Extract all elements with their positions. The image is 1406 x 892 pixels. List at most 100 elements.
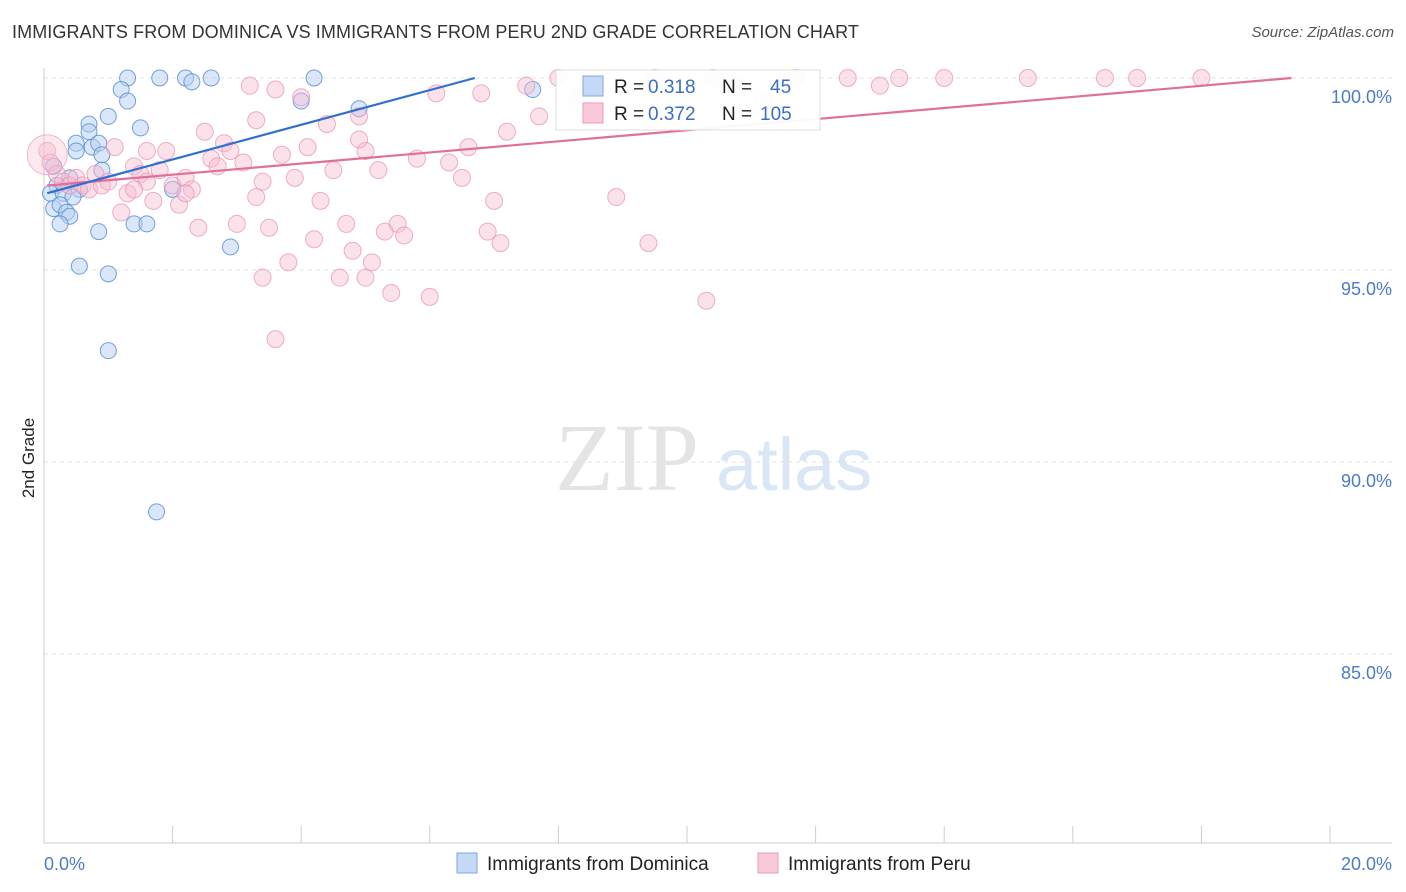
x-tick-label-right: 20.0% — [1341, 854, 1392, 874]
point-peru-86 — [697, 291, 716, 310]
legend-n-label-dominica: N = — [722, 77, 752, 98]
point-peru-65 — [517, 76, 536, 95]
stats-legend: R = 0.318 N = 45 R = 0.372 N = 105 — [555, 69, 821, 131]
point-peru-83 — [1095, 69, 1114, 87]
bottom-legend-swatch-dominica — [456, 852, 478, 874]
point-peru-50 — [362, 253, 381, 272]
point-peru-39 — [292, 88, 311, 107]
point-peru-92 — [176, 184, 195, 203]
point-peru-37 — [279, 253, 298, 272]
legend-r-label-peru: R = — [614, 104, 644, 125]
chart-title: IMMIGRANTS FROM DOMINICA VS IMMIGRANTS F… — [12, 22, 859, 42]
y-tick-label-3: 85.0% — [1341, 663, 1392, 683]
bottom-legend-peru: Immigrants from Peru — [788, 854, 971, 875]
point-peru-60 — [452, 168, 471, 187]
source-label: Source: ZipAtlas.com — [1251, 24, 1394, 41]
point-peru-84 — [1128, 69, 1147, 87]
point-dominica-41 — [148, 503, 166, 521]
legend-r-value-peru: 0.372 — [648, 104, 696, 125]
bottom-legend-swatch-peru — [757, 852, 779, 874]
y-tick-label-1: 95.0% — [1341, 279, 1392, 299]
series-dominica — [41, 69, 542, 521]
bottom-legend-dominica: Immigrants from Dominica — [487, 854, 709, 875]
point-peru-38 — [285, 168, 304, 187]
point-dominica-18 — [67, 142, 85, 160]
legend-swatch-peru — [582, 102, 604, 124]
point-peru-66 — [530, 107, 549, 126]
point-peru-cluster — [26, 134, 68, 176]
point-peru-12 — [112, 203, 131, 222]
point-peru-0 — [38, 141, 57, 160]
x-tick-label-left: 0.0% — [44, 854, 85, 874]
point-peru-49 — [356, 141, 375, 160]
point-peru-33 — [253, 172, 272, 191]
point-peru-57 — [420, 287, 439, 306]
point-dominica-13 — [131, 119, 149, 137]
point-dominica-1 — [151, 69, 169, 87]
trend-lines — [46, 76, 1292, 195]
trend-line-peru — [47, 76, 1292, 187]
point-dominica-28 — [64, 188, 82, 206]
point-peru-34 — [260, 218, 279, 237]
point-peru-87 — [491, 234, 510, 253]
point-peru-93 — [137, 141, 156, 160]
point-peru-80 — [890, 69, 909, 87]
point-peru-47 — [343, 241, 362, 260]
point-peru-97 — [221, 141, 240, 160]
point-peru-36 — [272, 145, 291, 164]
point-dominica-5 — [305, 69, 323, 87]
point-peru-53 — [382, 284, 401, 303]
legend-r-value-dominica: 0.318 — [648, 77, 696, 98]
point-peru-44 — [324, 161, 343, 180]
y-tick-label-2: 90.0% — [1341, 471, 1392, 491]
point-peru-61 — [459, 138, 478, 157]
point-peru-42 — [311, 191, 330, 210]
point-dominica-37 — [221, 238, 239, 256]
point-peru-31 — [240, 76, 259, 95]
watermark-zip: ZIP — [555, 404, 699, 511]
point-peru-25 — [195, 122, 214, 141]
point-dominica-39 — [99, 265, 117, 283]
point-peru-62 — [472, 84, 491, 103]
point-peru-1 — [41, 153, 60, 172]
legend-n-value-dominica: 45 — [770, 77, 791, 98]
point-peru-88 — [356, 268, 375, 287]
point-peru-21 — [170, 195, 189, 214]
point-peru-24 — [189, 218, 208, 237]
point-peru-48 — [350, 107, 369, 126]
point-peru-79 — [870, 76, 889, 95]
point-peru-95 — [125, 180, 144, 199]
y-axis-label: 2nd Grade — [19, 418, 38, 498]
y-tick-labels: 100.0% 95.0% 90.0% 85.0% — [1331, 87, 1392, 683]
point-peru-54 — [388, 214, 407, 233]
point-peru-70 — [607, 188, 626, 207]
point-peru-11 — [105, 138, 124, 157]
point-peru-51 — [369, 161, 388, 180]
point-peru-19 — [157, 141, 176, 160]
point-dominica-33 — [51, 215, 69, 233]
watermark-atlas: atlas — [716, 423, 872, 506]
point-peru-59 — [440, 153, 459, 172]
point-peru-63 — [485, 191, 504, 210]
point-peru-81 — [935, 69, 954, 87]
point-peru-91 — [478, 222, 497, 241]
point-dominica-40 — [99, 342, 117, 360]
point-dominica-36 — [138, 215, 156, 233]
series-peru — [26, 69, 1211, 349]
point-dominica-4 — [202, 69, 220, 87]
trend-line-dominica — [46, 76, 476, 195]
point-peru-64 — [497, 122, 516, 141]
x-tick-marks — [43, 826, 1331, 843]
point-dominica-38 — [70, 257, 88, 275]
point-peru-30 — [234, 153, 253, 172]
legend-r-label-dominica: R = — [614, 77, 644, 98]
bottom-legend: Immigrants from Dominica Immigrants from… — [456, 852, 971, 875]
point-peru-29 — [227, 214, 246, 233]
point-peru-40 — [298, 138, 317, 157]
point-peru-17 — [144, 191, 163, 210]
point-peru-85 — [1192, 69, 1211, 87]
legend-n-value-peru: 105 — [760, 104, 792, 125]
point-peru-41 — [305, 230, 324, 249]
point-peru-94 — [350, 130, 369, 149]
point-peru-71 — [639, 234, 658, 253]
